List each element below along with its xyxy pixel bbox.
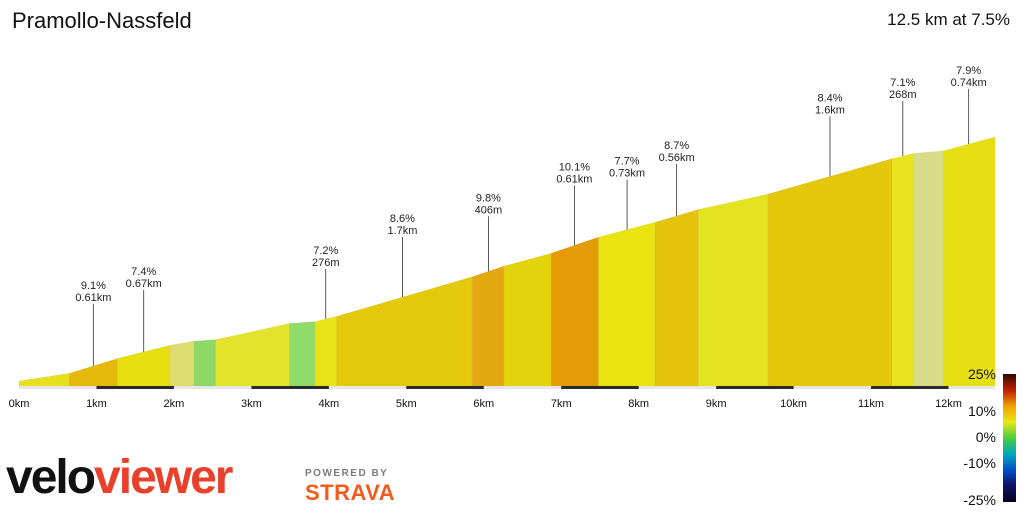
x-tick-label-1: 1km bbox=[86, 398, 107, 410]
x-tick-label-6: 6km bbox=[473, 398, 494, 410]
annotation-grade-11: 7.9% bbox=[956, 65, 981, 77]
logo-part-velo: velo bbox=[6, 451, 96, 504]
profile-segment-12 bbox=[550, 236, 599, 387]
profile-segment-9 bbox=[336, 276, 473, 387]
climb-title: Pramollo-Nassfeld bbox=[12, 8, 192, 33]
annotation-length-6: 0.61km bbox=[556, 173, 592, 185]
annotation-length-9: 1.6km bbox=[815, 104, 845, 116]
profile-segment-6 bbox=[215, 323, 290, 387]
x-tick-label-12: 12km bbox=[935, 398, 962, 410]
powered-by-label: POWERED BY bbox=[305, 468, 389, 479]
annotation-length-5: 406m bbox=[475, 204, 503, 216]
x-tick-label-11: 11km bbox=[858, 398, 884, 410]
grade-scale-label-1: 25% bbox=[968, 366, 996, 382]
profile-segment-11 bbox=[503, 252, 552, 387]
profile-segment-18 bbox=[913, 150, 944, 387]
axis-km-band-7 bbox=[561, 386, 639, 389]
annotation-grade-4: 8.6% bbox=[390, 213, 415, 225]
x-tick-label-8: 8km bbox=[628, 398, 649, 410]
annotation-length-3: 276m bbox=[312, 257, 340, 269]
axis-baseline bbox=[19, 386, 995, 389]
x-tick-label-10: 10km bbox=[780, 398, 807, 410]
profile-segment-14 bbox=[654, 209, 699, 387]
segment-annotations: 9.1%0.61km7.4%0.67km7.2%276m8.6%1.7km9.8… bbox=[75, 65, 987, 366]
x-tick-label-2: 2km bbox=[164, 398, 185, 410]
climb-summary: 12.5 km at 7.5% bbox=[887, 10, 1010, 29]
axis-km-band-3 bbox=[251, 386, 329, 389]
annotation-length-10: 268m bbox=[889, 89, 917, 101]
x-tick-label-4: 4km bbox=[318, 398, 339, 410]
veloviewer-logo: veloviewer bbox=[6, 450, 233, 505]
annotation-grade-6: 10.1% bbox=[559, 161, 590, 173]
x-tick-label-7: 7km bbox=[551, 398, 572, 410]
profile-segment-17 bbox=[891, 153, 914, 387]
axis-km-band-11 bbox=[871, 386, 949, 389]
profile-segment-13 bbox=[598, 221, 656, 387]
distance-axis: 0km 1km 2km 3km 4km 5km 6km 7km 8km 9km 10km 11km 12… bbox=[9, 386, 995, 410]
profile-segment-4 bbox=[169, 340, 195, 387]
annotation-grade-1: 9.1% bbox=[81, 280, 106, 292]
annotation-length-8: 0.56km bbox=[659, 152, 695, 164]
profile-segment-7 bbox=[289, 321, 316, 387]
profile-segment-8 bbox=[314, 316, 337, 387]
annotation-grade-5: 9.8% bbox=[476, 192, 501, 204]
annotation-grade-3: 7.2% bbox=[313, 245, 338, 257]
annotation-grade-2: 7.4% bbox=[131, 266, 156, 278]
annotation-length-4: 1.7km bbox=[387, 225, 417, 237]
profile-segment-16 bbox=[767, 158, 893, 387]
grade-scale-label-2: 10% bbox=[968, 403, 996, 419]
annotation-grade-10: 7.1% bbox=[890, 77, 915, 89]
grade-scale-label-4: -10% bbox=[963, 455, 996, 471]
annotation-length-11: 0.74km bbox=[951, 77, 987, 89]
x-tick-label-5: 5km bbox=[396, 398, 417, 410]
profile-segments bbox=[18, 136, 996, 387]
grade-scale-label-5: -25% bbox=[963, 492, 996, 508]
x-tick-label-0: 0km bbox=[9, 398, 30, 410]
profile-segment-1 bbox=[18, 373, 70, 387]
strava-logo: STRAVA bbox=[305, 480, 396, 505]
annotation-grade-7: 7.7% bbox=[615, 156, 640, 168]
axis-km-band-1 bbox=[96, 386, 174, 389]
profile-segment-10 bbox=[471, 265, 505, 387]
grade-scale-label-3: 0% bbox=[976, 429, 996, 445]
profile-segment-5 bbox=[193, 339, 216, 387]
grade-scale-bar bbox=[1003, 374, 1016, 502]
axis-km-band-5 bbox=[406, 386, 484, 389]
annotation-length-1: 0.61km bbox=[75, 292, 111, 304]
grade-color-scale: 25% 10% 0% -10% -25% bbox=[963, 366, 1016, 508]
annotation-grade-9: 8.4% bbox=[817, 92, 842, 104]
profile-segment-19 bbox=[942, 136, 996, 387]
annotation-grade-8: 8.7% bbox=[664, 140, 689, 152]
profile-segment-15 bbox=[698, 193, 769, 387]
axis-km-band-9 bbox=[716, 386, 794, 389]
annotation-length-7: 0.73km bbox=[609, 168, 645, 180]
x-tick-label-9: 9km bbox=[706, 398, 727, 410]
annotation-length-2: 0.67km bbox=[126, 278, 162, 290]
logo-part-viewer: viewer bbox=[94, 451, 233, 504]
x-tick-label-3: 3km bbox=[241, 398, 262, 410]
